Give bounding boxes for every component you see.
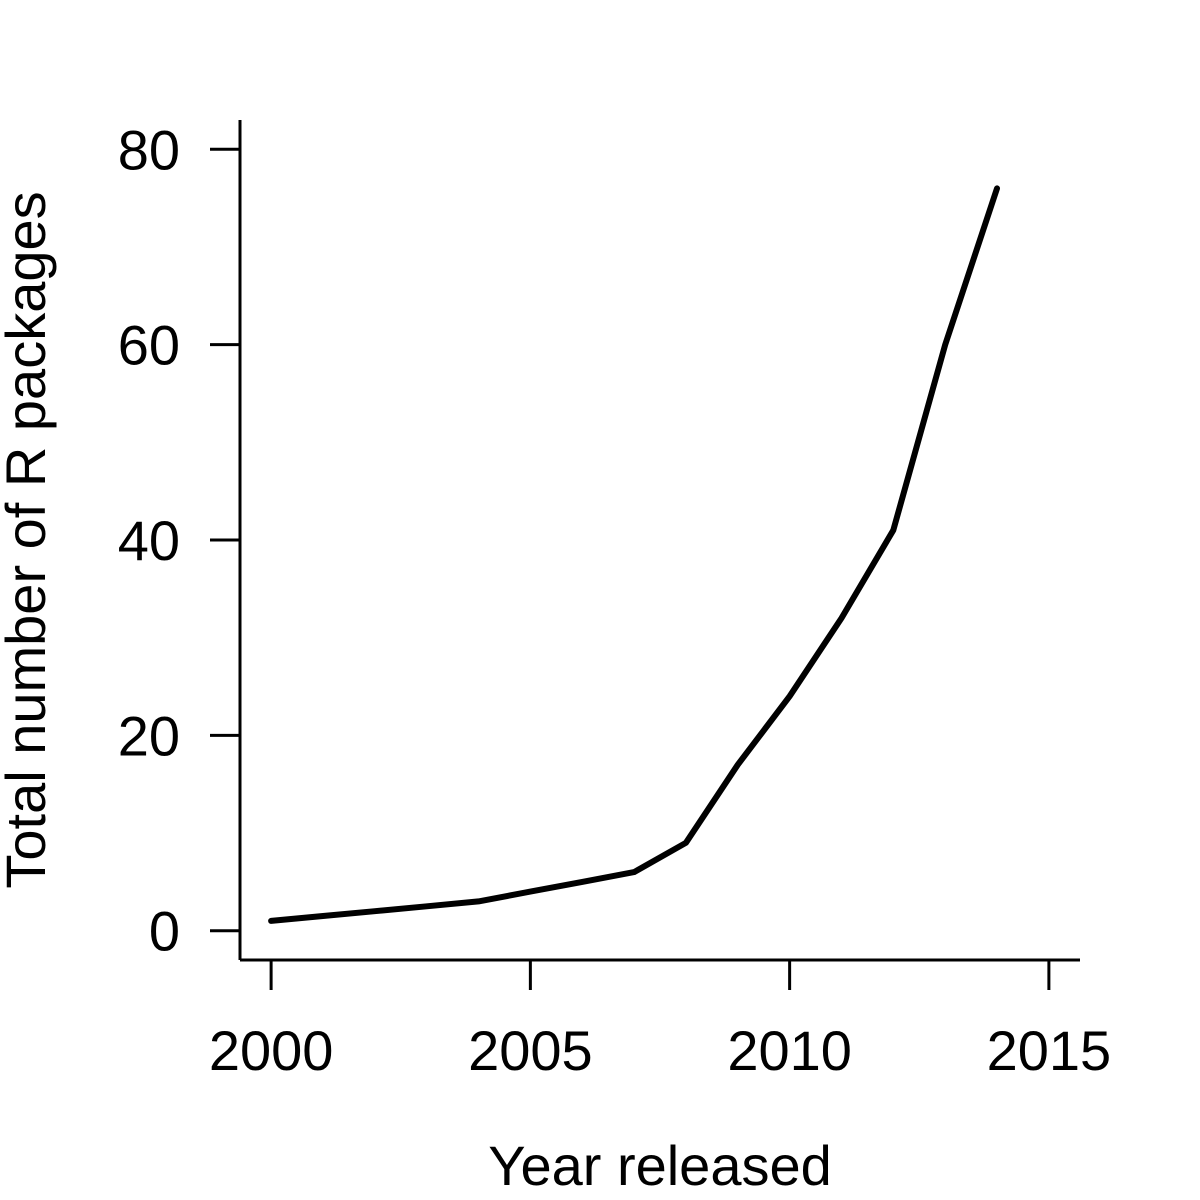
x-tick-label: 2010 <box>727 1019 852 1082</box>
x-tick-label: 2015 <box>987 1019 1112 1082</box>
axis-ticks: 2000 2005 2010 2015 0 20 40 60 80 <box>118 118 1111 1082</box>
y-tick-label: 20 <box>118 704 180 767</box>
series-line <box>268 185 1000 924</box>
x-tick-label: 2005 <box>468 1019 593 1082</box>
x-tick-label: 2000 <box>209 1019 334 1082</box>
y-tick-label: 0 <box>149 900 180 963</box>
y-tick-label: 80 <box>118 118 180 181</box>
series-group <box>268 185 1000 924</box>
y-axis-title: Total number of R packages <box>0 191 57 888</box>
x-axis-title: Year released <box>488 1134 832 1197</box>
y-tick-label: 60 <box>118 314 180 377</box>
y-tick-label: 40 <box>118 509 180 572</box>
